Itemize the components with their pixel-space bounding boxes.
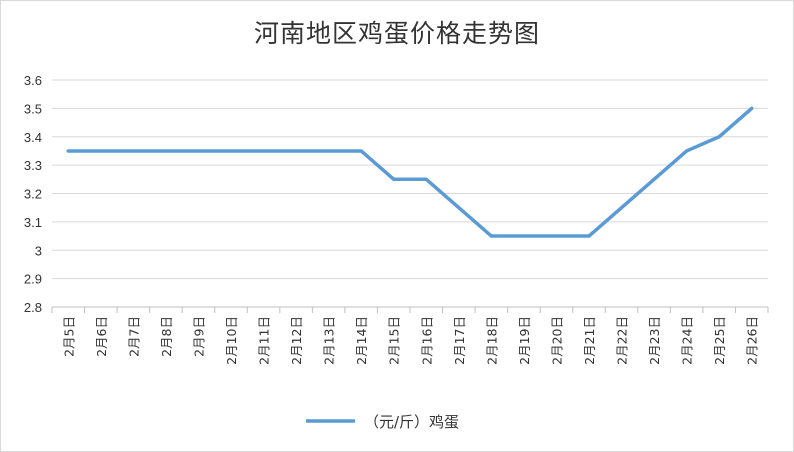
y-tick-label: 3.3 (24, 158, 42, 173)
chart-title: 河南地区鸡蛋价格走势图 (253, 19, 540, 48)
x-tick-label: 2月12日 (289, 316, 304, 365)
x-tick-label: 2月15日 (387, 316, 402, 365)
x-tick-label: 2月21日 (582, 316, 597, 365)
x-axis-ticks: 2月5日 2月6日 2月7日 2月8日 2月9日 2月10日 2月11日 2月12日 2月13日… (61, 316, 759, 365)
x-tick-label: 2月11日 (257, 316, 272, 365)
x-tick-label: 2月17日 (452, 316, 467, 365)
x-tick-label: 2月18日 (484, 316, 499, 365)
y-tick-label: 2.8 (24, 300, 42, 315)
x-tick-label: 2月5日 (61, 316, 76, 357)
x-tick-label: 2月23日 (647, 316, 662, 365)
x-tick-label: 2月19日 (517, 316, 532, 365)
x-tick-label: 2月14日 (354, 316, 369, 365)
x-tick-label: 2月10日 (224, 316, 239, 365)
x-tick-label: 2月24日 (680, 316, 695, 365)
y-tick-label: 3.4 (24, 130, 42, 145)
x-tick-label: 2月26日 (745, 316, 760, 365)
legend-label: （元/斤）鸡蛋 (364, 413, 459, 431)
x-tick-label: 2月20日 (549, 316, 564, 365)
x-axis (51, 306, 769, 313)
x-tick-label: 2月25日 (712, 316, 727, 365)
y-tick-label: 3 (35, 243, 42, 258)
x-tick-label: 2月22日 (615, 316, 630, 365)
x-tick-label: 2月13日 (322, 316, 337, 365)
x-tick-label: 2月8日 (159, 316, 174, 357)
x-tick-label: 2月7日 (126, 316, 141, 357)
series-line (66, 106, 754, 238)
y-tick-label: 3.6 (24, 73, 42, 88)
x-tick-label: 2月9日 (191, 316, 206, 357)
y-tick-label: 3.2 (24, 187, 42, 202)
x-tick-label: 2月6日 (94, 316, 109, 357)
y-axis-ticks: 3.6 3.5 3.4 3.3 3.2 3.1 3 2.9 2.8 (24, 73, 42, 315)
x-tick-label: 2月16日 (419, 316, 434, 365)
series-lines (66, 106, 754, 238)
y-tick-label: 3.1 (24, 215, 42, 230)
y-tick-label: 3.5 (24, 101, 42, 116)
legend: （元/斤）鸡蛋 (306, 413, 459, 431)
grid-lines (52, 79, 768, 308)
y-tick-label: 2.9 (24, 272, 42, 287)
